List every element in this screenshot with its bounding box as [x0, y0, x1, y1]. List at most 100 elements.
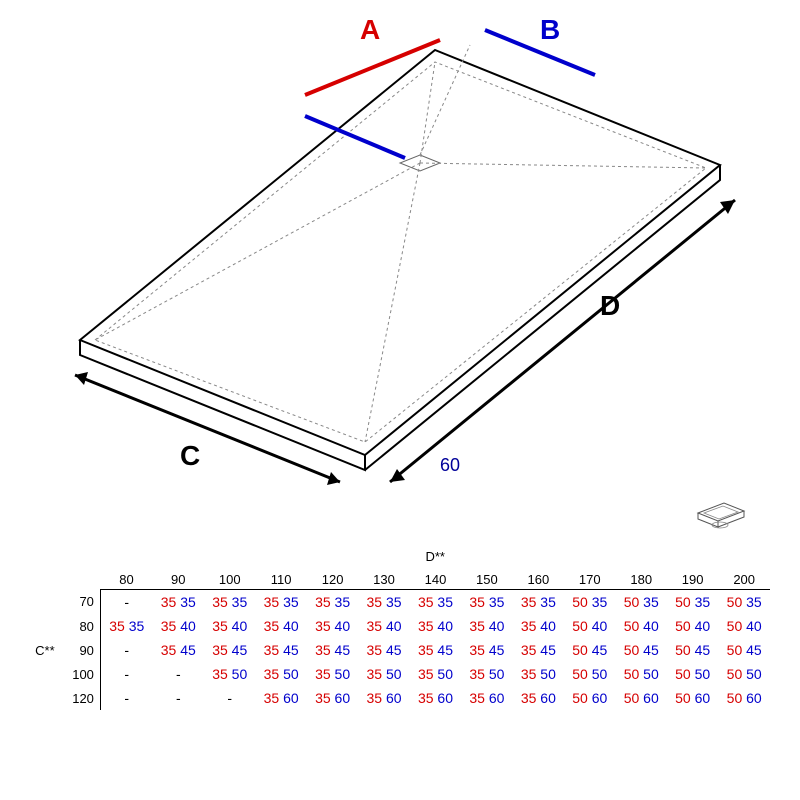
col-hdr: 90: [153, 568, 204, 590]
label-d: D: [600, 290, 620, 322]
tray-thickness-left: [80, 340, 365, 470]
cell: 35 40: [461, 614, 512, 638]
cell: -: [153, 662, 204, 686]
cell: -: [100, 638, 152, 662]
col-hdr: 80: [100, 568, 152, 590]
table-row: 8035 3535 4035 4035 4035 4035 4035 4035 …: [30, 614, 770, 638]
cell: 35 35: [204, 590, 255, 615]
cell: -: [100, 662, 152, 686]
cell: 50 50: [667, 662, 718, 686]
cell: 50 35: [616, 590, 667, 615]
label-b: B: [540, 14, 560, 46]
cd-table: D** 809010011012013014015016017018019020…: [30, 545, 770, 710]
cell: 35 45: [153, 638, 204, 662]
cell: 35 45: [307, 638, 358, 662]
cell: 35 35: [255, 590, 306, 615]
cell: -: [204, 686, 255, 710]
dim-line-a: [305, 40, 440, 95]
row-hdr: 90: [60, 638, 101, 662]
cell: 35 35: [513, 590, 564, 615]
cell: 50 45: [564, 638, 615, 662]
cell: 35 45: [358, 638, 409, 662]
cell: 50 45: [616, 638, 667, 662]
cell: 50 60: [564, 686, 615, 710]
cell: 35 40: [307, 614, 358, 638]
col-hdr: 170: [564, 568, 615, 590]
cell: 50 45: [718, 638, 770, 662]
cell: 50 40: [616, 614, 667, 638]
cell: 35 60: [255, 686, 306, 710]
table-row: 100--35 5035 5035 5035 5035 5035 5035 50…: [30, 662, 770, 686]
fold-2: [420, 62, 435, 163]
col-hdr: 120: [307, 568, 358, 590]
cell: -: [100, 686, 152, 710]
cell: -: [153, 686, 204, 710]
cell: 35 45: [513, 638, 564, 662]
table-row: 120---35 6035 6035 6035 6035 6035 6050 6…: [30, 686, 770, 710]
cell: 35 50: [410, 662, 461, 686]
cell: 35 40: [410, 614, 461, 638]
col-hdr: 200: [718, 568, 770, 590]
row-hdr: 100: [60, 662, 101, 686]
cell: 35 50: [255, 662, 306, 686]
cell: -: [100, 590, 152, 615]
cell: 35 40: [513, 614, 564, 638]
drain-detail-icon: [690, 495, 750, 535]
cell: 50 50: [616, 662, 667, 686]
col-hdr: 130: [358, 568, 409, 590]
cell: 35 40: [358, 614, 409, 638]
cell: 35 60: [410, 686, 461, 710]
row-hdr: 70: [60, 590, 101, 615]
cell: 50 40: [718, 614, 770, 638]
row-hdr: 80: [60, 614, 101, 638]
cell: 35 45: [410, 638, 461, 662]
col-hdr: 140: [410, 568, 461, 590]
cell: 50 35: [718, 590, 770, 615]
cell: 35 35: [358, 590, 409, 615]
cell: 50 60: [718, 686, 770, 710]
cell: 35 45: [255, 638, 306, 662]
table-row: C**90-35 4535 4535 4535 4535 4535 4535 4…: [30, 638, 770, 662]
col-hdr: 160: [513, 568, 564, 590]
cell: 35 60: [513, 686, 564, 710]
header-d: D**: [100, 545, 770, 568]
cell: 50 45: [667, 638, 718, 662]
fold-1: [95, 163, 420, 340]
cell: 35 50: [358, 662, 409, 686]
cell: 35 40: [204, 614, 255, 638]
cell: 50 60: [616, 686, 667, 710]
cell: 50 50: [718, 662, 770, 686]
label-c: C: [180, 440, 200, 472]
cell: 35 60: [358, 686, 409, 710]
tray-thickness-right: [365, 165, 720, 470]
fold-4: [365, 163, 420, 442]
col-hdr: 150: [461, 568, 512, 590]
cell: 50 40: [667, 614, 718, 638]
cell: 50 40: [564, 614, 615, 638]
cell: 50 60: [667, 686, 718, 710]
cell: 35 60: [461, 686, 512, 710]
cell: 35 35: [410, 590, 461, 615]
dim-line-d: [390, 200, 735, 482]
col-hdr: 110: [255, 568, 306, 590]
cell: 50 35: [564, 590, 615, 615]
cell: 35 50: [307, 662, 358, 686]
cell: 35 35: [307, 590, 358, 615]
cell: 35 35: [100, 614, 152, 638]
cell: 50 50: [564, 662, 615, 686]
cell: 35 40: [255, 614, 306, 638]
cell: 35 45: [461, 638, 512, 662]
d-columns-row: 8090100110120130140150160170180190200: [30, 568, 770, 590]
cell: 35 35: [461, 590, 512, 615]
table-body: 70-35 3535 3535 3535 3535 3535 3535 3535…: [30, 590, 770, 711]
drain-projection: [420, 45, 470, 155]
cell: 35 50: [461, 662, 512, 686]
col-hdr: 190: [667, 568, 718, 590]
tray-svg: [40, 10, 760, 490]
col-hdr: 100: [204, 568, 255, 590]
cell: 35 40: [153, 614, 204, 638]
fold-3: [420, 163, 706, 168]
cell: 50 35: [667, 590, 718, 615]
dim-line-b2: [305, 116, 405, 158]
cell: 35 50: [513, 662, 564, 686]
